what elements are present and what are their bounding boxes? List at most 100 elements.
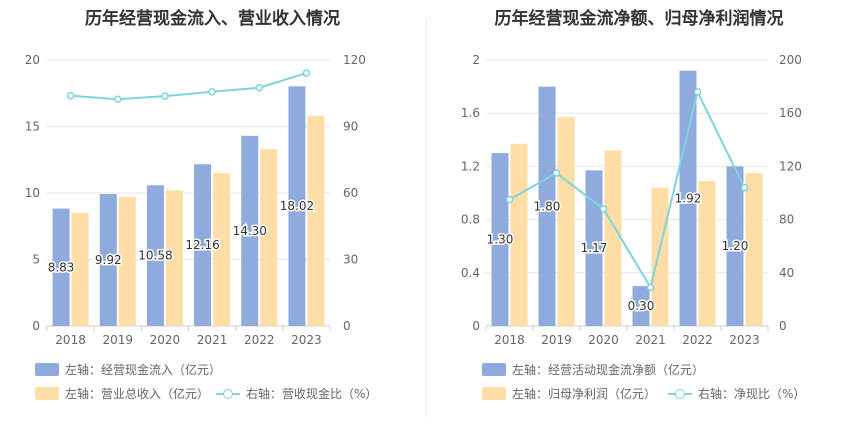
legend-item-bar1[interactable]: 左轴：经营现金流入（亿元） — [35, 361, 221, 378]
bar-secondary — [260, 149, 278, 326]
bar-secondary — [71, 212, 89, 326]
legend-item-bar1[interactable]: 左轴：经营活动现金流净额（亿元） — [482, 361, 704, 378]
right-axis-tick-label: 90 — [343, 120, 358, 134]
left-axis-tick-label: 20 — [25, 53, 40, 67]
bar-primary — [52, 208, 70, 326]
x-axis-tick-label: 2022 — [244, 333, 275, 347]
left-axis-tick-label: 0 — [32, 319, 40, 333]
legend-item-bar2[interactable]: 左轴：归母净利润（亿元） — [482, 385, 656, 402]
legend-swatch — [35, 387, 59, 400]
line-point — [114, 95, 122, 103]
bar-primary — [538, 86, 556, 326]
legend-swatch — [35, 363, 59, 376]
bar-secondary — [651, 187, 669, 326]
legend-item-line[interactable]: 右轴：营收现金比（%） — [216, 385, 377, 402]
left-axis-tick-label: 5 — [32, 253, 40, 267]
bar-secondary — [745, 173, 763, 326]
left-axis-tick-label: 0.4 — [461, 266, 480, 280]
bar-primary — [194, 164, 212, 326]
right-axis-tick-label: 60 — [343, 186, 358, 200]
right-axis-tick-label: 120 — [779, 159, 802, 173]
bar-data-label: 1.30 — [487, 233, 514, 247]
left-axis-tick-label: 1.6 — [461, 106, 480, 120]
bar-data-label: 1.20 — [722, 239, 749, 253]
x-axis-tick-label: 2018 — [55, 333, 86, 347]
bar-data-label: 1.17 — [581, 241, 608, 255]
left-axis-tick-label: 0.8 — [461, 213, 480, 227]
right-axis-tick-label: 40 — [779, 266, 794, 280]
bar-primary — [288, 86, 306, 326]
left-axis-tick-label: 2 — [472, 53, 480, 67]
right-axis-tick-label: 0 — [779, 319, 787, 333]
series-line — [70, 72, 307, 101]
bar-data-label: 14.30 — [233, 224, 267, 238]
x-axis-tick-label: 2023 — [291, 333, 322, 347]
x-axis-tick-label: 2018 — [494, 333, 525, 347]
chart-plot: 0 5 10 15 20 0 30 60 90 120 2018 2019 2020 2021 2022 20… — [25, 53, 366, 347]
right-axis-tick-label: 80 — [779, 213, 794, 227]
line-point — [552, 169, 561, 177]
left-axis-tick-label: 15 — [25, 120, 40, 134]
bar-secondary — [213, 173, 231, 326]
bar-secondary — [165, 190, 183, 326]
panel-divider — [426, 18, 427, 418]
legend-item-line[interactable]: 右轴：净现比（%） — [668, 385, 805, 402]
left-chart-panel: 历年经营现金流入、营业收入情况 0 5 10 15 20 0 30 60 90 120 2018 20… — [25, 9, 378, 402]
line-point — [66, 91, 75, 100]
legend-label: 左轴：经营现金流入（亿元） — [65, 363, 222, 377]
line-point — [208, 87, 216, 96]
bar-primary — [632, 286, 650, 326]
line-point — [161, 92, 169, 100]
x-axis-tick-label: 2020 — [588, 333, 619, 347]
bar-data-label: 0.30 — [628, 299, 655, 313]
bar-secondary — [557, 117, 575, 326]
right-chart-panel: 历年经营现金流净额、归母净利润情况 0 0.4 0.8 1.2 1.6 2 0 40 80 120… — [428, 0, 850, 437]
bar-data-label: 8.83 — [48, 260, 75, 274]
legend-label: 左轴：经营活动现金流净额（亿元） — [512, 363, 705, 377]
bar-data-label: 1.80 — [534, 199, 561, 213]
bar-data-label: 12.16 — [185, 238, 219, 252]
legend-line-swatch — [216, 387, 240, 400]
series-line — [509, 88, 746, 291]
bar-primary — [241, 135, 259, 326]
line-point — [646, 283, 655, 292]
right-axis-tick-label: 200 — [779, 53, 802, 67]
bar-data-label: 10.58 — [138, 249, 172, 263]
x-axis-tick-label: 2022 — [682, 333, 713, 347]
right-axis-tick-label: 0 — [343, 319, 351, 333]
line-point — [599, 205, 608, 213]
bar-data-label: 18.02 — [280, 199, 314, 213]
right-axis-tick-label: 30 — [343, 253, 358, 267]
legend-label: 右轴：净现比（%） — [698, 387, 806, 401]
line-point — [693, 88, 702, 96]
bar-primary — [585, 170, 603, 326]
left-axis-tick-label: 1.2 — [461, 159, 480, 173]
left-axis-tick-label: 10 — [25, 186, 40, 200]
right-axis-tick-label: 160 — [779, 106, 802, 120]
bar-primary — [99, 194, 117, 326]
x-axis-tick-label: 2021 — [635, 333, 666, 347]
bar-secondary — [510, 143, 528, 326]
right-axis-tick-label: 120 — [343, 53, 366, 67]
x-axis-tick-label: 2020 — [150, 333, 181, 347]
legend-swatch — [482, 363, 506, 376]
chart-plot: 0 0.4 0.8 1.2 1.6 2 0 40 80 120 160 200 2018 2019 2020… — [461, 53, 802, 347]
line-point — [740, 183, 749, 192]
x-axis-tick-label: 2023 — [729, 333, 760, 347]
legend-label: 右轴：营收现金比（%） — [246, 387, 378, 401]
legend-label: 左轴：归母净利润（亿元） — [512, 387, 657, 401]
line-point — [505, 195, 514, 204]
legend-line-swatch — [668, 387, 692, 400]
bar-secondary — [118, 196, 136, 326]
line-point — [302, 69, 311, 77]
x-axis-tick-label: 2021 — [197, 333, 228, 347]
legend-item-bar2[interactable]: 左轴：营业总收入（亿元） — [35, 385, 209, 402]
bar-primary — [491, 153, 509, 326]
bar-secondary — [307, 115, 325, 326]
chart-title: 历年经营现金流净额、归母净利润情况 — [494, 9, 784, 29]
bar-primary — [679, 70, 697, 326]
bar-data-label: 9.92 — [95, 253, 122, 267]
legend-swatch — [482, 387, 506, 400]
x-axis-tick-label: 2019 — [541, 333, 572, 347]
line-point — [255, 83, 263, 92]
